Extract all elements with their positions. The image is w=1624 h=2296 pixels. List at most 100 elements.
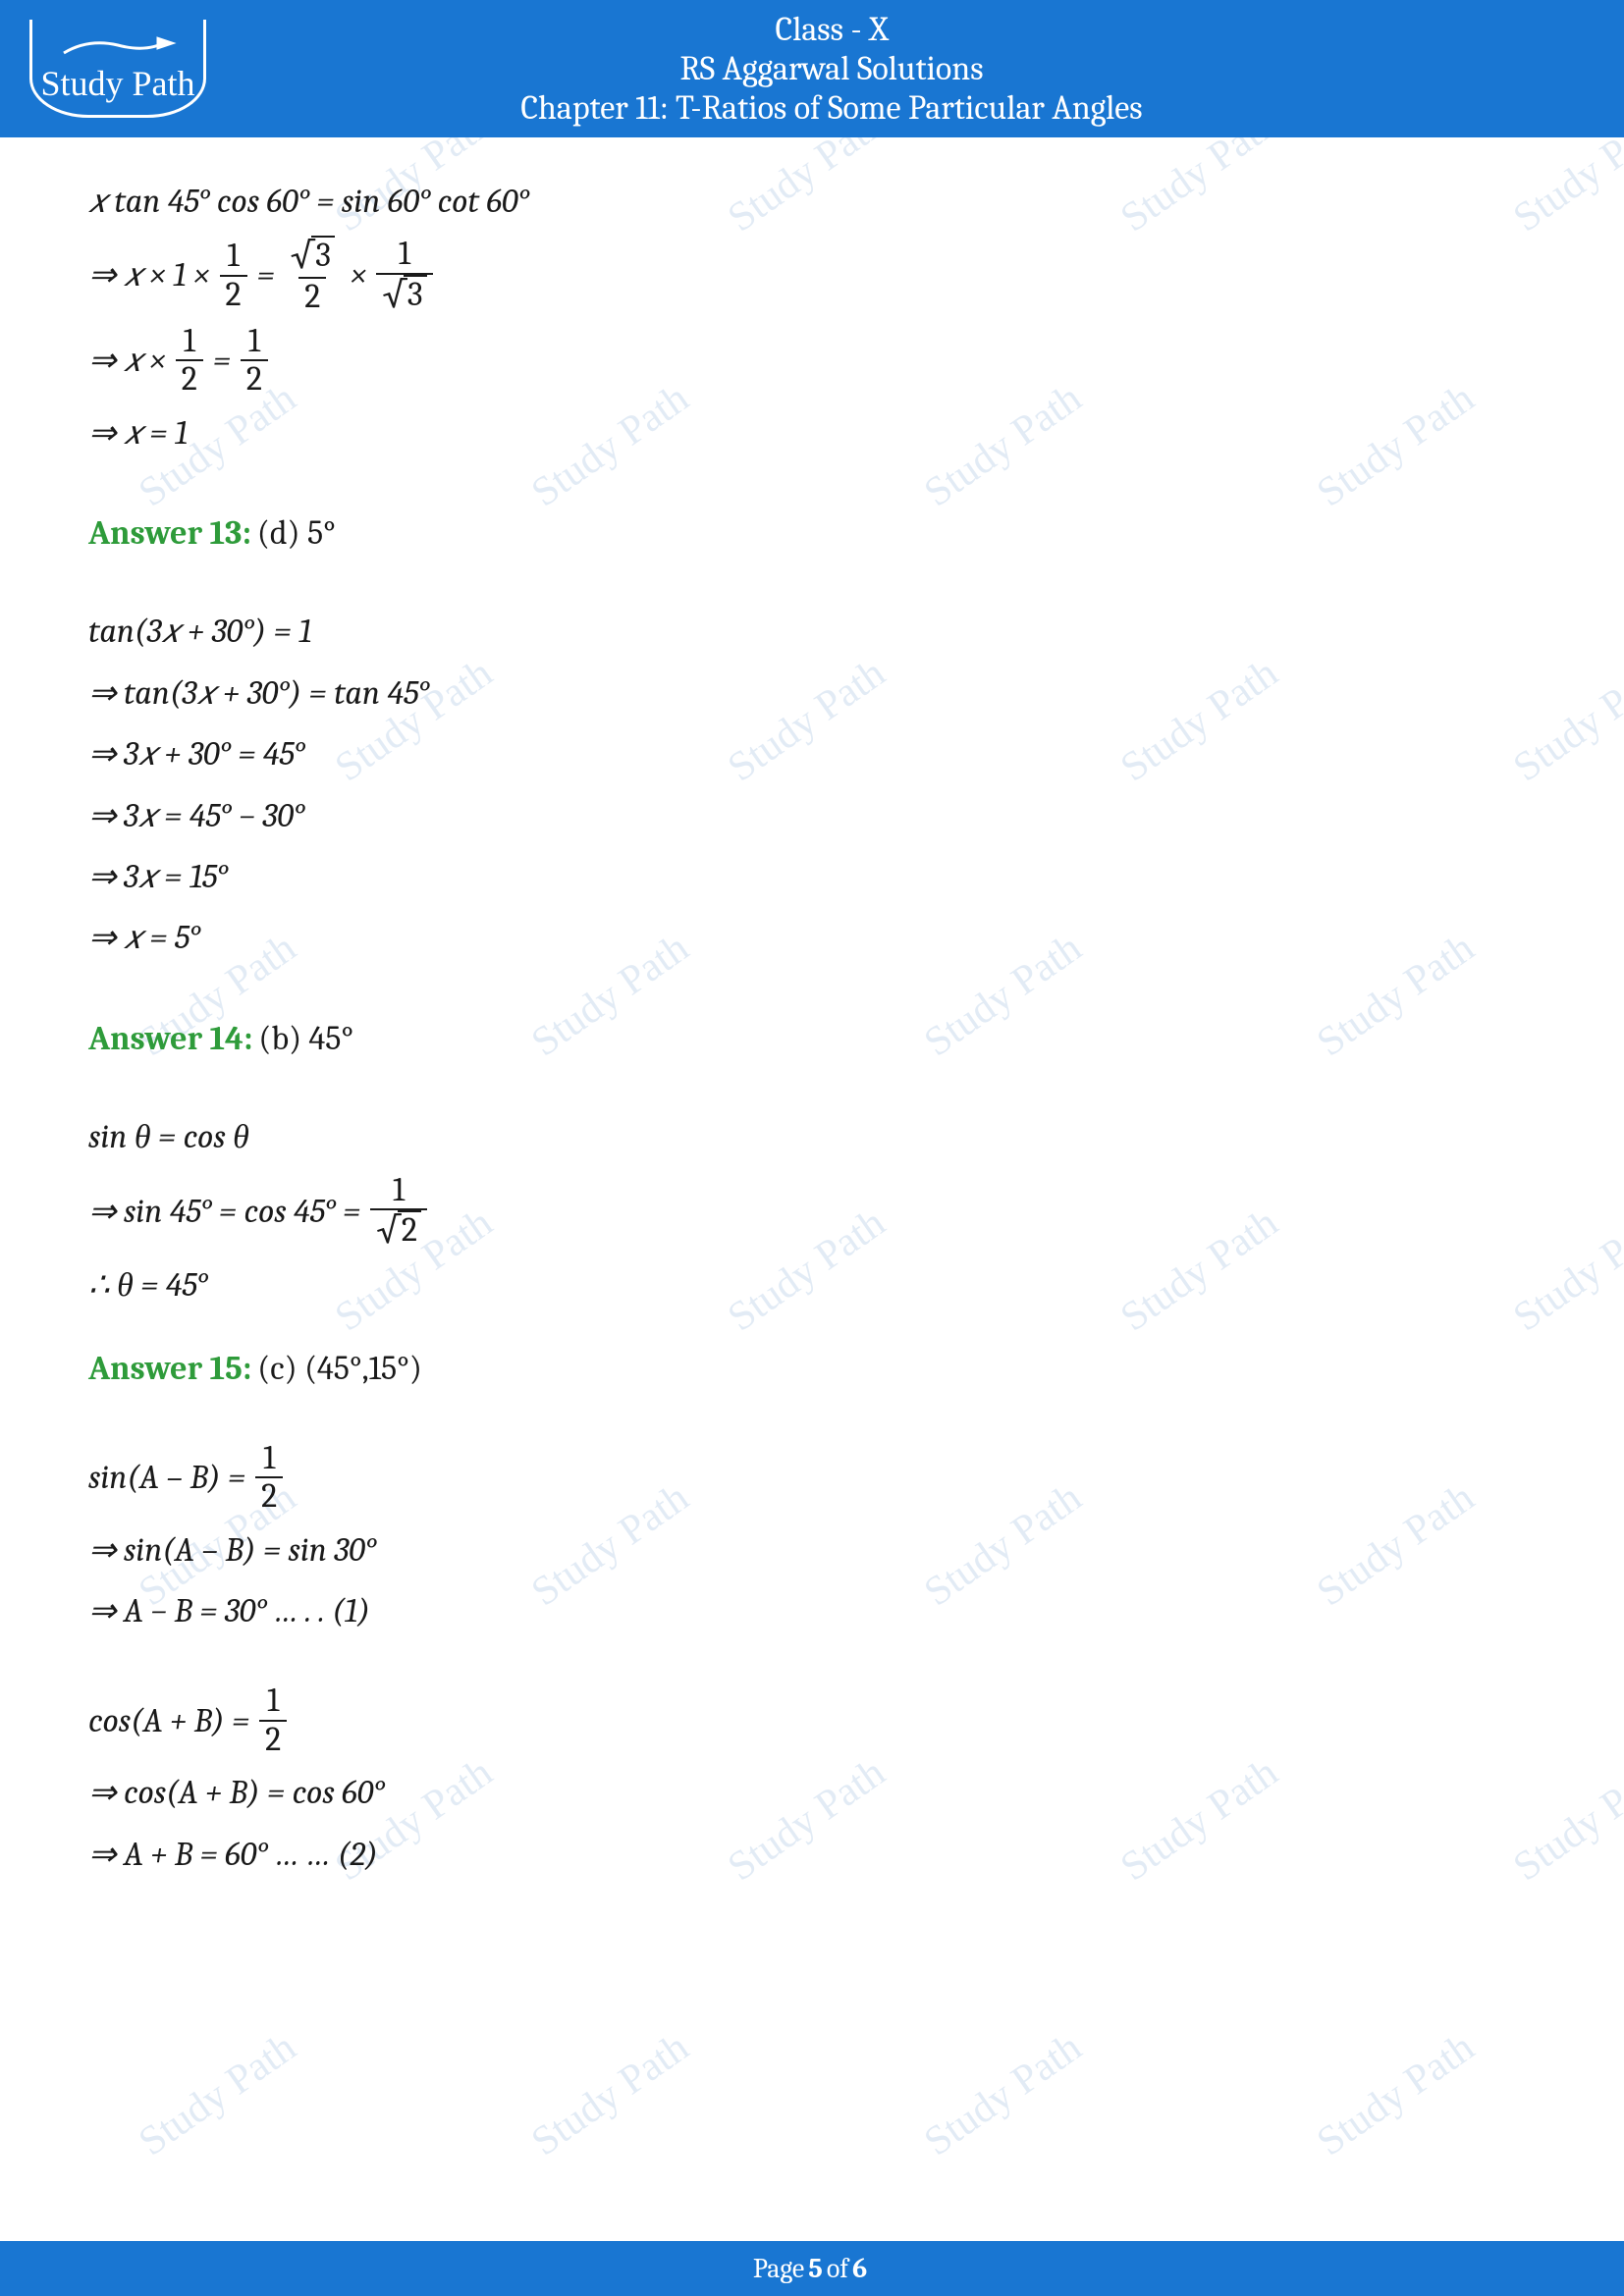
sqrt: √3: [291, 236, 335, 276]
answer-label: Answer 14:: [88, 1012, 252, 1065]
fraction: 1 2: [176, 323, 203, 399]
header-titles: Class - X RS Aggarwal Solutions Chapter …: [245, 10, 1418, 128]
fraction: 1 √2: [370, 1172, 427, 1252]
math-text: =: [213, 334, 231, 387]
eq-line: ⇒ 3𝑥 + 30° = 45°: [88, 727, 1536, 780]
watermark: Study Path: [131, 2024, 305, 2165]
answer-15: Answer 15: (c) (45°,15°) sin(A – B) = 1 …: [88, 1342, 1536, 1882]
footer-total-pages: 6: [852, 2253, 867, 2284]
math-text: ⇒ 𝑥 ×: [88, 334, 166, 387]
eq-line: tan(3𝑥 + 30°) = 1: [88, 605, 1536, 658]
logo-text: Study Path: [40, 63, 194, 104]
math-text: ⇒ 3𝑥 + 30° = 45°: [88, 727, 305, 780]
denominator: 2: [298, 277, 326, 315]
eq-line: ⇒ 𝑥 = 1: [88, 406, 1536, 459]
header-class: Class - X: [245, 10, 1418, 49]
math-text: 𝑥 tan 45° cos 60° = sin 60° cot 60°: [88, 175, 529, 228]
fraction: 1 2: [220, 238, 247, 313]
math-text: ⇒ A + B = 60° … … (2): [88, 1828, 378, 1881]
numerator: 1: [221, 238, 244, 274]
math-text: ⇒ cos(A + B) = cos 60°: [88, 1766, 385, 1819]
eq-line: ⇒ cos(A + B) = cos 60°: [88, 1766, 1536, 1819]
spacer: [88, 1645, 1536, 1675]
math-text: ⇒ 𝑥 = 1: [88, 406, 188, 459]
denominator: 2: [255, 1476, 283, 1515]
header-chapter: Chapter 11: T-Ratios of Some Particular …: [245, 88, 1418, 128]
pencil-icon: [59, 31, 177, 61]
answer-label: Answer 13:: [88, 507, 251, 560]
math-text: ⇒ 3𝑥 = 15°: [88, 850, 228, 903]
header-book: RS Aggarwal Solutions: [245, 49, 1418, 88]
page-footer: Page 5 of 6: [0, 2241, 1624, 2296]
eq-line: sin(A – B) = 1 2: [88, 1440, 1536, 1516]
watermark: Study Path: [1309, 2024, 1484, 2165]
math-text: cos(A + B) =: [88, 1694, 249, 1747]
math-text: sin(A – B) =: [88, 1451, 245, 1504]
eq-line: ⇒ sin(A – B) = sin 30°: [88, 1523, 1536, 1576]
page-header: Study Path Class - X RS Aggarwal Solutio…: [0, 0, 1624, 137]
numerator: 1: [261, 1682, 285, 1719]
fraction: 1 √3: [376, 236, 432, 315]
numerator: 1: [178, 323, 201, 359]
numerator: 1: [393, 236, 416, 272]
math-text: ⇒ sin 45° = cos 45° =: [88, 1185, 360, 1238]
eq-line: ⇒ 3𝑥 = 45° − 30°: [88, 789, 1536, 842]
eq-line: ∴ θ = 45°: [88, 1258, 1536, 1311]
eq-line: ⇒ A + B = 60° … … (2): [88, 1828, 1536, 1881]
sqrt: √2: [376, 1210, 421, 1251]
eq-line: ⇒ A − B = 30° … . . (1): [88, 1584, 1536, 1637]
answer-choice: (d) 5°: [257, 507, 336, 560]
math-text: ⇒ 𝑥 × 1 ×: [88, 248, 210, 301]
footer-mid: of: [827, 2253, 848, 2284]
math-text: sin θ = cos θ: [88, 1110, 249, 1163]
answer-choice: (c) (45°,15°): [257, 1342, 422, 1395]
eq-line: ⇒ tan(3𝑥 + 30°) = tan 45°: [88, 667, 1536, 720]
math-text: ⇒ 𝑥 = 5°: [88, 911, 200, 964]
logo: Study Path: [29, 20, 206, 118]
eq-line: ⇒ 𝑥 × 1 2 = 1 2: [88, 323, 1536, 399]
math-text: ∴ θ = 45°: [88, 1258, 207, 1311]
denominator: 2: [259, 1720, 287, 1758]
answer-heading: Answer 15: (c) (45°,15°): [88, 1342, 1536, 1395]
spacer: [88, 1403, 1536, 1432]
answer-13: Answer 13: (d) 5° tan(3𝑥 + 30°) = 1 ⇒ ta…: [88, 507, 1536, 965]
watermark: Study Path: [523, 2024, 698, 2165]
numerator: 1: [257, 1440, 281, 1476]
math-text: ⇒ tan(3𝑥 + 30°) = tan 45°: [88, 667, 429, 720]
answer-choice: (b) 45°: [258, 1012, 353, 1065]
sqrt: √3: [382, 275, 426, 315]
footer-current-page: 5: [808, 2253, 823, 2284]
spacer: [88, 567, 1536, 597]
math-text: ×: [351, 248, 366, 301]
math-text: =: [257, 248, 275, 301]
math-text: ⇒ A − B = 30° … . . (1): [88, 1584, 370, 1637]
math-text: ⇒ sin(A – B) = sin 30°: [88, 1523, 376, 1576]
answer-heading: Answer 13: (d) 5°: [88, 507, 1536, 560]
eq-line: sin θ = cos θ: [88, 1110, 1536, 1163]
fraction: 1 2: [255, 1440, 283, 1516]
fraction: √3 2: [285, 236, 341, 315]
fraction: 1 2: [259, 1682, 287, 1758]
eq-line: ⇒ 𝑥 × 1 × 1 2 = √3 2 × 1 √3: [88, 236, 1536, 315]
fraction: 1 2: [241, 323, 268, 399]
denominator: √2: [370, 1208, 427, 1251]
denominator: 2: [176, 359, 203, 398]
denominator: 2: [241, 359, 268, 398]
page-content: 𝑥 tan 45° cos 60° = sin 60° cot 60° ⇒ 𝑥 …: [0, 137, 1624, 1881]
answer-14: Answer 14: (b) 45° sin θ = cos θ ⇒ sin 4…: [88, 1012, 1536, 1312]
math-text: ⇒ 3𝑥 = 45° − 30°: [88, 789, 304, 842]
eq-line: ⇒ sin 45° = cos 45° = 1 √2: [88, 1172, 1536, 1252]
eq-line: 𝑥 tan 45° cos 60° = sin 60° cot 60°: [88, 175, 1536, 228]
answer-heading: Answer 14: (b) 45°: [88, 1012, 1536, 1065]
footer-prefix: Page: [753, 2253, 804, 2284]
eq-line: cos(A + B) = 1 2: [88, 1682, 1536, 1758]
watermark: Study Path: [916, 2024, 1091, 2165]
spacer: [88, 1073, 1536, 1102]
numerator: √3: [285, 236, 341, 276]
eq-line: ⇒ 𝑥 = 5°: [88, 911, 1536, 964]
eq-line: ⇒ 3𝑥 = 15°: [88, 850, 1536, 903]
math-text: tan(3𝑥 + 30°) = 1: [88, 605, 312, 658]
denominator: 2: [220, 275, 247, 313]
numerator: 1: [243, 323, 266, 359]
numerator: 1: [387, 1172, 410, 1208]
